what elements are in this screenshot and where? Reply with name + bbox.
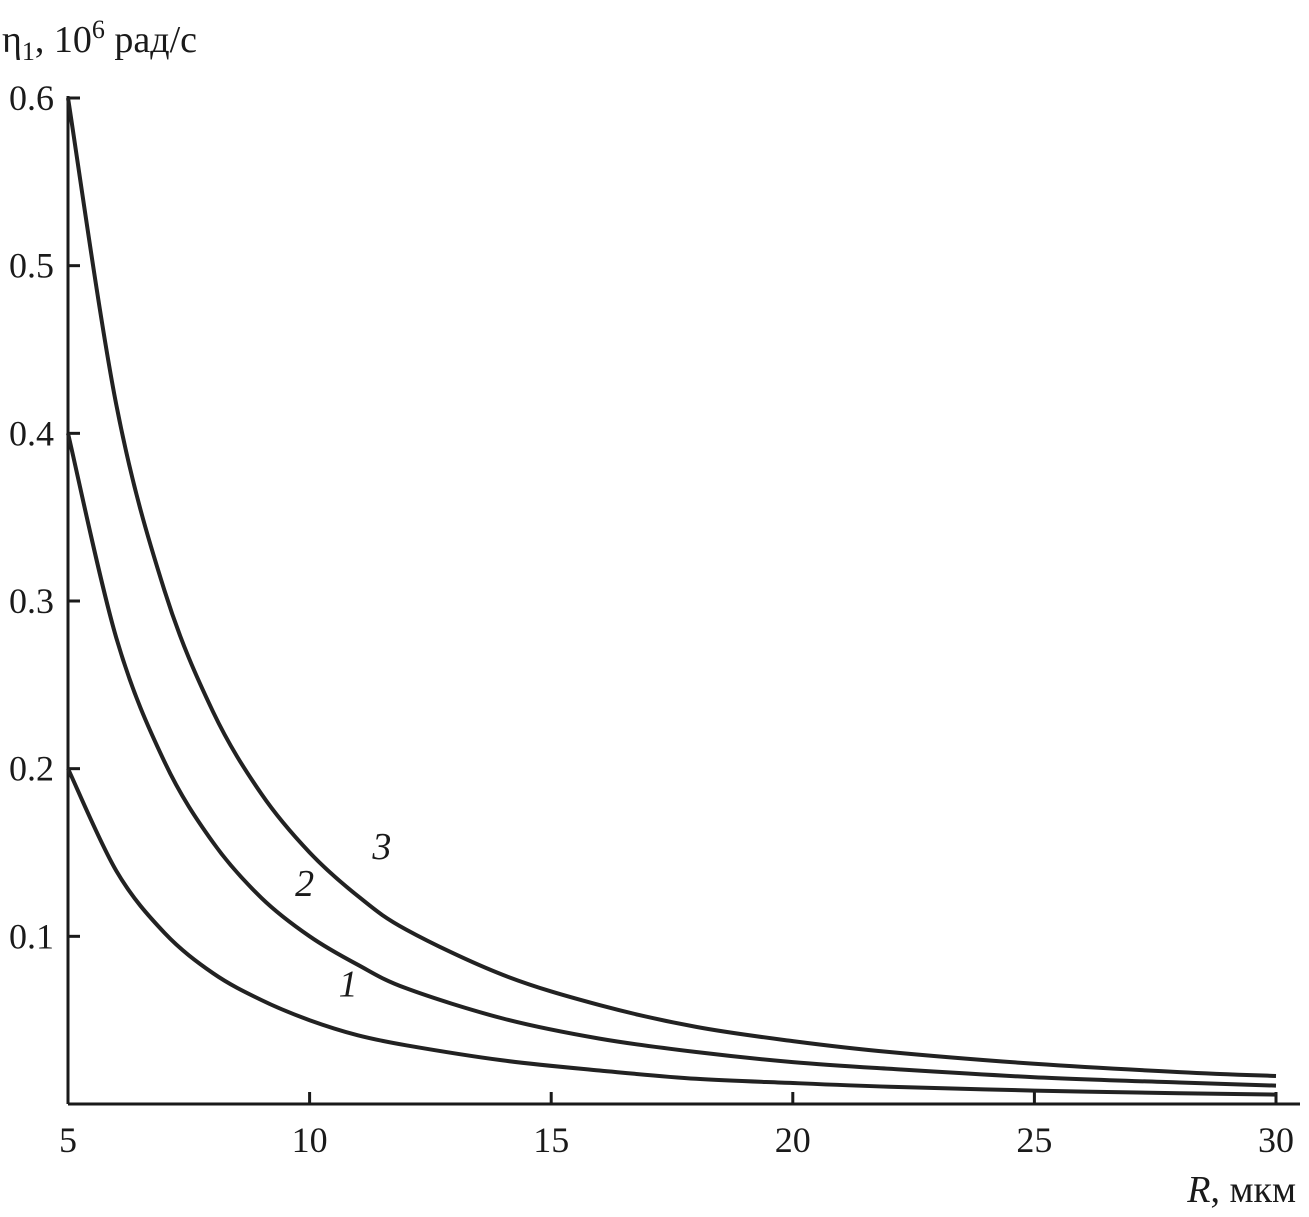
x-tick-label: 5 [59,1120,77,1160]
y-axis-subscript: 1 [22,37,35,66]
curve-label-2: 2 [295,863,314,905]
curve-2 [66,432,1277,1088]
curve-label-1: 1 [339,964,358,1006]
curve-labels: 1 2 3 [295,826,391,1005]
axes [66,96,1300,1106]
y-axis-symbol: η [2,19,22,61]
y-axis-unit: рад/с [105,19,197,61]
y-tick-label: 0.3 [9,581,54,621]
y-tick-label: 0.6 [9,78,54,118]
x-tick-label: 15 [533,1120,569,1160]
x-axis-unit: , мкм [1210,1169,1296,1211]
y-tick-label: 0.2 [9,749,54,789]
y-axis-title: η1, 106 рад/с [2,15,197,66]
x-axis-symbol: R [1186,1169,1210,1211]
ticks: 5 10 15 20 25 30 0.1 0.2 0.3 0.4 0.5 0.6 [9,78,1294,1160]
y-axis-separator: , 10 [35,19,92,61]
curve-1 [66,767,1277,1097]
x-tick-label: 10 [292,1120,328,1160]
y-axis-power: 6 [92,15,105,44]
curves [66,97,1277,1097]
x-axis-title: R, мкм [1186,1169,1296,1211]
y-tick-label: 0.1 [9,916,54,956]
curve-3 [66,97,1277,1078]
x-tick-label: 25 [1016,1120,1052,1160]
x-tick-label: 30 [1258,1120,1294,1160]
y-tick-label: 0.5 [9,246,54,286]
y-tick-label: 0.4 [9,413,54,453]
x-tick-label: 20 [775,1120,811,1160]
curve-label-3: 3 [371,826,391,868]
